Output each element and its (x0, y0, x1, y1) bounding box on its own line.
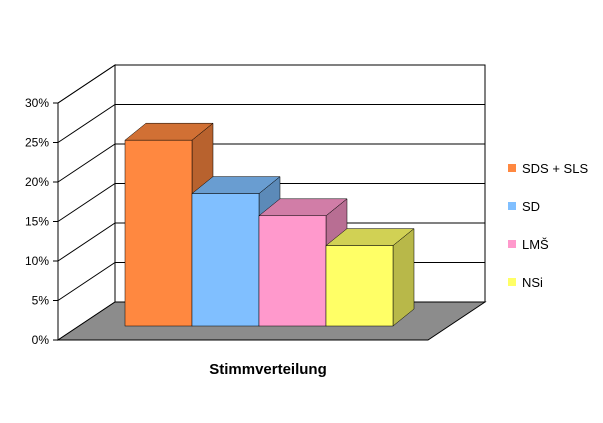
bars (124, 122, 415, 327)
bar-1 (124, 122, 214, 327)
y-tick-label: 25% (25, 136, 49, 150)
legend-swatch (508, 164, 516, 172)
gridline (57, 183, 485, 222)
gridline (57, 143, 485, 183)
y-tick-label: 30% (25, 96, 49, 110)
y-tick-label: 5% (32, 294, 50, 308)
bar-4 (325, 228, 415, 327)
legend-label: LMŠ (522, 237, 549, 252)
legend-swatch (508, 278, 516, 286)
y-axis-ticks: 0% 5% 10% 15% 20% 25% 30% (25, 96, 58, 347)
y-tick-label: 10% (25, 254, 49, 268)
bar-front (191, 193, 260, 327)
legend-label: NSi (522, 275, 543, 290)
bar-front (325, 245, 394, 327)
legend-label: SDS + SLS (522, 161, 588, 176)
legend: SDS + SLS SD LMŠ NSi (508, 161, 588, 290)
legend-swatch (508, 202, 516, 210)
x-axis-title: Stimmverteilung (209, 361, 327, 378)
bar-front (258, 215, 327, 327)
y-tick-label: 0% (32, 333, 50, 347)
gridlines (57, 64, 485, 301)
gridline (57, 104, 485, 143)
legend-swatch (508, 240, 516, 248)
bar-3 (258, 198, 348, 327)
gridline (57, 64, 485, 104)
gridline (57, 222, 485, 262)
y-tick-label: 20% (25, 175, 49, 189)
legend-label: SD (522, 199, 540, 214)
bar-front (124, 139, 193, 327)
y-tick-label: 15% (25, 215, 49, 229)
